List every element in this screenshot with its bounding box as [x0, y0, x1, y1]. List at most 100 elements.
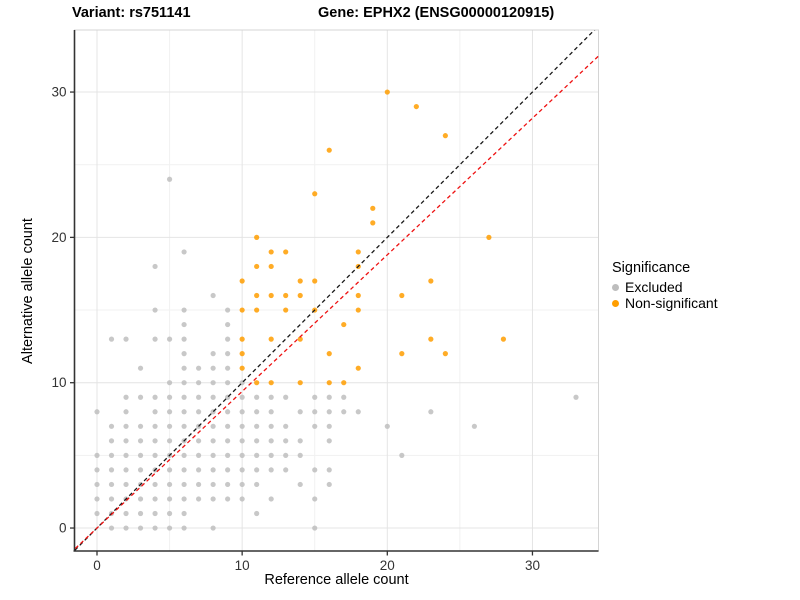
- data-point-non-significant: [399, 292, 405, 299]
- data-point-non-significant: [428, 336, 434, 342]
- data-point-excluded: [268, 423, 274, 429]
- data-point-excluded: [152, 409, 158, 415]
- data-point-non-significant: [297, 380, 303, 386]
- data-point-excluded: [181, 409, 187, 415]
- data-point-excluded: [181, 510, 187, 517]
- data-point-non-significant: [442, 133, 448, 139]
- legend-item-label: Non-significant: [625, 295, 718, 311]
- data-point-excluded: [152, 307, 158, 313]
- data-point-excluded: [341, 394, 347, 400]
- data-point-excluded: [326, 394, 332, 400]
- data-point-excluded: [108, 452, 115, 458]
- data-point-excluded: [225, 351, 231, 357]
- x-tick-label: 30: [525, 558, 540, 573]
- data-point-non-significant: [355, 292, 361, 299]
- data-point-non-significant: [370, 205, 376, 211]
- data-point-non-significant: [254, 234, 260, 240]
- data-point-excluded: [123, 467, 129, 473]
- data-point-excluded: [94, 409, 100, 415]
- data-point-excluded: [152, 438, 158, 444]
- data-point-excluded: [137, 467, 144, 473]
- data-point-excluded: [137, 510, 144, 517]
- data-point-non-significant: [384, 89, 390, 95]
- data-point-excluded: [225, 438, 231, 444]
- data-point-excluded: [94, 467, 100, 473]
- data-point-excluded: [312, 525, 318, 531]
- x-tick-label: 0: [93, 558, 101, 573]
- data-point-excluded: [181, 452, 187, 458]
- data-point-excluded: [166, 394, 173, 400]
- data-point-excluded: [181, 394, 187, 400]
- data-point-excluded: [123, 510, 129, 517]
- data-point-excluded: [152, 525, 158, 531]
- data-point-excluded: [196, 481, 202, 488]
- data-point-excluded: [399, 452, 405, 458]
- data-point-excluded: [123, 336, 129, 342]
- data-point-excluded: [254, 481, 260, 488]
- excluded-point-icon: [612, 283, 619, 291]
- data-point-non-significant: [486, 234, 492, 240]
- data-point-excluded: [94, 510, 100, 517]
- data-point-excluded: [181, 496, 187, 502]
- data-point-non-significant: [399, 351, 405, 357]
- plot-title-variant: Variant: rs751141: [72, 5, 191, 21]
- data-point-non-significant: [297, 336, 303, 342]
- data-point-excluded: [196, 365, 202, 371]
- data-point-non-significant: [355, 365, 361, 371]
- data-point-excluded: [268, 496, 274, 502]
- data-point-excluded: [166, 423, 173, 429]
- data-point-excluded: [181, 481, 187, 488]
- data-point-excluded: [166, 481, 173, 488]
- legend-item-label: Excluded: [625, 279, 683, 295]
- data-point-non-significant: [239, 365, 245, 371]
- data-point-excluded: [225, 496, 231, 502]
- data-point-excluded: [166, 438, 173, 444]
- data-point-non-significant: [239, 336, 245, 342]
- data-point-excluded: [254, 423, 260, 429]
- data-point-excluded: [123, 481, 129, 488]
- data-point-excluded: [283, 438, 289, 444]
- data-point-excluded: [326, 481, 332, 488]
- data-point-non-significant: [254, 380, 260, 386]
- data-point-non-significant: [254, 307, 260, 313]
- data-point-excluded: [210, 351, 216, 357]
- data-point-non-significant: [355, 249, 361, 255]
- y-tick-label: 20: [51, 230, 66, 245]
- data-point-excluded: [108, 423, 115, 429]
- data-point-non-significant: [297, 292, 303, 299]
- data-point-non-significant: [283, 307, 289, 313]
- data-point-excluded: [137, 452, 144, 458]
- data-point-excluded: [123, 438, 129, 444]
- data-point-non-significant: [254, 263, 260, 270]
- data-point-non-significant: [239, 351, 245, 357]
- data-point-excluded: [108, 496, 115, 502]
- data-point-non-significant: [442, 351, 448, 357]
- data-point-excluded: [297, 452, 303, 458]
- data-point-excluded: [210, 438, 216, 444]
- data-point-excluded: [254, 409, 260, 415]
- x-tick-label: 20: [380, 558, 395, 573]
- data-point-excluded: [225, 467, 231, 473]
- data-point-excluded: [225, 365, 231, 371]
- data-point-excluded: [196, 496, 202, 502]
- data-point-excluded: [166, 380, 173, 386]
- data-point-excluded: [573, 394, 579, 400]
- data-point-excluded: [283, 452, 289, 458]
- data-point-excluded: [94, 452, 100, 458]
- data-point-excluded: [210, 292, 216, 299]
- data-point-excluded: [254, 394, 260, 400]
- data-point-excluded: [152, 481, 158, 488]
- data-point-excluded: [210, 394, 216, 400]
- data-point-excluded: [152, 452, 158, 458]
- data-point-non-significant: [312, 278, 318, 284]
- data-point-excluded: [123, 525, 129, 531]
- data-point-excluded: [239, 409, 245, 415]
- plot-title-gene: Gene: EPHX2 (ENSG00000120915): [318, 5, 555, 21]
- data-point-excluded: [123, 423, 129, 429]
- data-point-non-significant: [341, 321, 347, 328]
- data-point-excluded: [428, 409, 434, 415]
- data-point-excluded: [326, 438, 332, 444]
- data-point-excluded: [239, 481, 245, 488]
- legend-item-excluded: Excluded: [612, 279, 718, 295]
